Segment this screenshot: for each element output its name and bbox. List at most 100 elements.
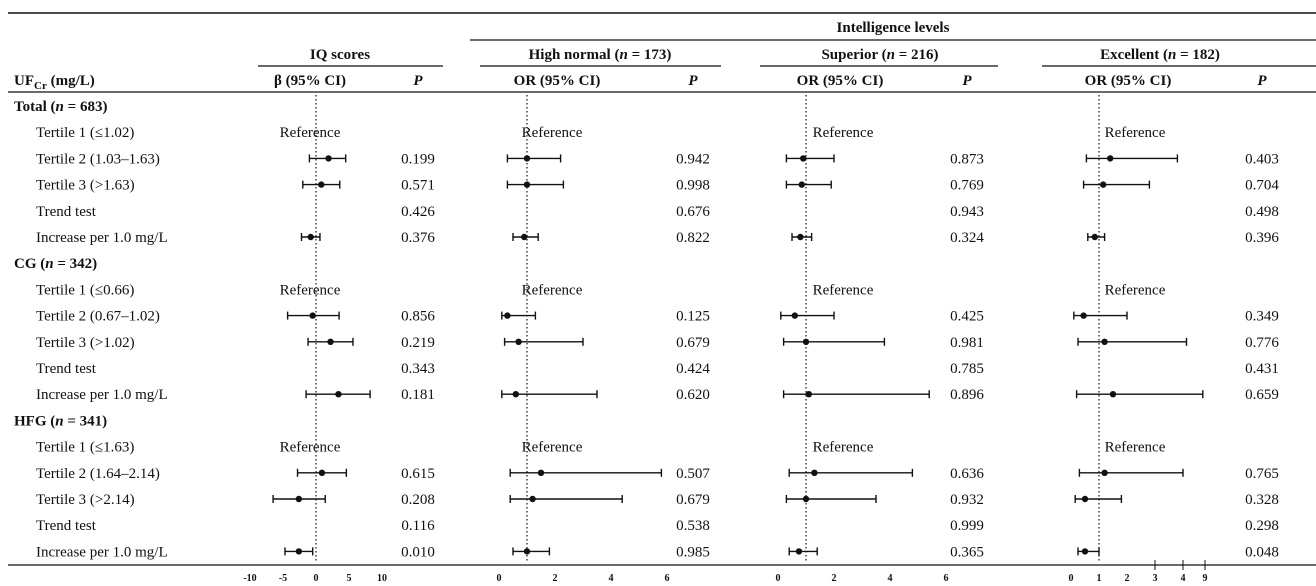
x-tick-label: 1 (1097, 573, 1102, 584)
p-value: 0.010 (401, 544, 435, 560)
p-value: 0.219 (401, 335, 435, 351)
p-value: 0.426 (401, 204, 435, 220)
reference-label: Reference (813, 440, 874, 456)
reference-label: Reference (813, 282, 874, 298)
x-tick-label: 0 (1069, 573, 1074, 584)
reference-label: Reference (522, 440, 583, 456)
reference-label: Reference (1105, 440, 1166, 456)
point-estimate (802, 338, 810, 345)
x-tick-label: 4 (609, 573, 614, 584)
p-value: 0.856 (401, 309, 435, 325)
point-estimate (1080, 312, 1087, 319)
p-value: 0.785 (950, 361, 984, 377)
row-label: Trend test (36, 204, 97, 220)
x-tick-label: 6 (944, 573, 949, 584)
row-label: Increase per 1.0 mg/L (36, 230, 168, 246)
p-value: 0.181 (401, 387, 435, 403)
reference-label: Reference (280, 282, 341, 298)
p-value: 0.199 (401, 151, 435, 167)
point-estimate (797, 233, 804, 241)
point-estimate (307, 233, 314, 241)
point-estimate (798, 181, 805, 188)
point-estimate (327, 338, 334, 345)
p-value: 0.396 (1245, 230, 1279, 246)
point-estimate (1081, 495, 1089, 503)
point-estimate (318, 181, 325, 188)
x-tick-label: 6 (665, 573, 670, 584)
p-value: 0.116 (401, 518, 435, 534)
point-estimate (504, 312, 511, 319)
point-estimate (1100, 181, 1107, 188)
row-label: Trend test (36, 518, 97, 534)
point-estimate (309, 312, 316, 319)
point-estimate (811, 469, 818, 476)
point-estimate (529, 495, 536, 503)
point-estimate (802, 495, 810, 503)
p-value: 0.998 (676, 178, 710, 194)
reference-label: Reference (1105, 125, 1166, 141)
row-label: Trend test (36, 361, 97, 377)
point-estimate (1101, 338, 1108, 345)
x-tick-label: -10 (243, 573, 256, 584)
p-value: 0.932 (950, 492, 984, 508)
p-value: 0.538 (676, 518, 710, 534)
p-value: 0.328 (1245, 492, 1279, 508)
p-value: 0.498 (1245, 204, 1279, 220)
point-estimate (523, 548, 531, 555)
point-estimate (1109, 391, 1117, 398)
p-value: 0.425 (950, 309, 984, 325)
point-estimate (512, 391, 519, 398)
point-estimate (800, 155, 807, 162)
row-label: Tertile 2 (0.67–1.02) (36, 309, 160, 325)
p-value: 0.873 (950, 151, 984, 167)
forest-marks (272, 95, 1204, 562)
row-header-ufcr: UFCr (mg/L) (14, 73, 95, 92)
p-value: 0.636 (950, 466, 984, 482)
p-value: 0.822 (676, 230, 710, 246)
p-value: 0.365 (950, 544, 984, 560)
p-value: 0.376 (401, 230, 435, 246)
stat-label-high-normal: OR (95% CI) (514, 73, 601, 89)
point-estimate (325, 155, 332, 162)
point-estimate (335, 391, 342, 398)
p-value: 0.615 (401, 466, 435, 482)
point-estimate (795, 548, 803, 555)
p-value: 0.985 (676, 544, 710, 560)
p-value: 0.981 (950, 335, 984, 351)
row-label: Increase per 1.0 mg/L (36, 544, 168, 560)
reference-label: Reference (280, 440, 341, 456)
intelligence-levels-header: Intelligence levels (837, 20, 950, 36)
p-value: 0.659 (1245, 387, 1279, 403)
point-estimate (805, 391, 812, 398)
p-value: 0.943 (950, 204, 984, 220)
row-label: Increase per 1.0 mg/L (36, 387, 168, 403)
p-value: 0.507 (676, 466, 710, 482)
x-tick-label: -5 (279, 573, 287, 584)
p-label-high-normal: P (688, 73, 698, 89)
p-value: 0.679 (676, 492, 710, 508)
panel-title-excellent: Excellent (n = 182) (1100, 47, 1220, 63)
row-label: Tertile 2 (1.03–1.63) (36, 151, 160, 167)
p-value: 0.349 (1245, 309, 1279, 325)
stat-label-excellent: OR (95% CI) (1085, 73, 1172, 89)
x-tick-label: 2 (832, 573, 837, 584)
point-estimate (1091, 233, 1099, 241)
p-value: 0.125 (676, 309, 710, 325)
x-tick-label: 3 (1153, 573, 1158, 584)
point-estimate (791, 312, 798, 319)
p-value: 0.776 (1245, 335, 1279, 351)
row-label: Tertile 3 (>1.02) (36, 335, 135, 351)
group-label: CG (n = 342) (14, 256, 97, 272)
row-label: Tertile 1 (≤1.63) (36, 440, 134, 456)
point-estimate (1101, 469, 1108, 476)
p-value: 0.571 (401, 178, 435, 194)
p-value: 0.208 (401, 492, 435, 508)
stat-label-superior: OR (95% CI) (797, 73, 884, 89)
p-value: 0.679 (676, 335, 710, 351)
p-value: 0.403 (1245, 151, 1279, 167)
row-label: Tertile 3 (>2.14) (36, 492, 135, 508)
p-value: 0.676 (676, 204, 710, 220)
reference-label: Reference (1105, 282, 1166, 298)
p-value: 0.942 (676, 151, 710, 167)
p-value: 0.298 (1245, 518, 1279, 534)
